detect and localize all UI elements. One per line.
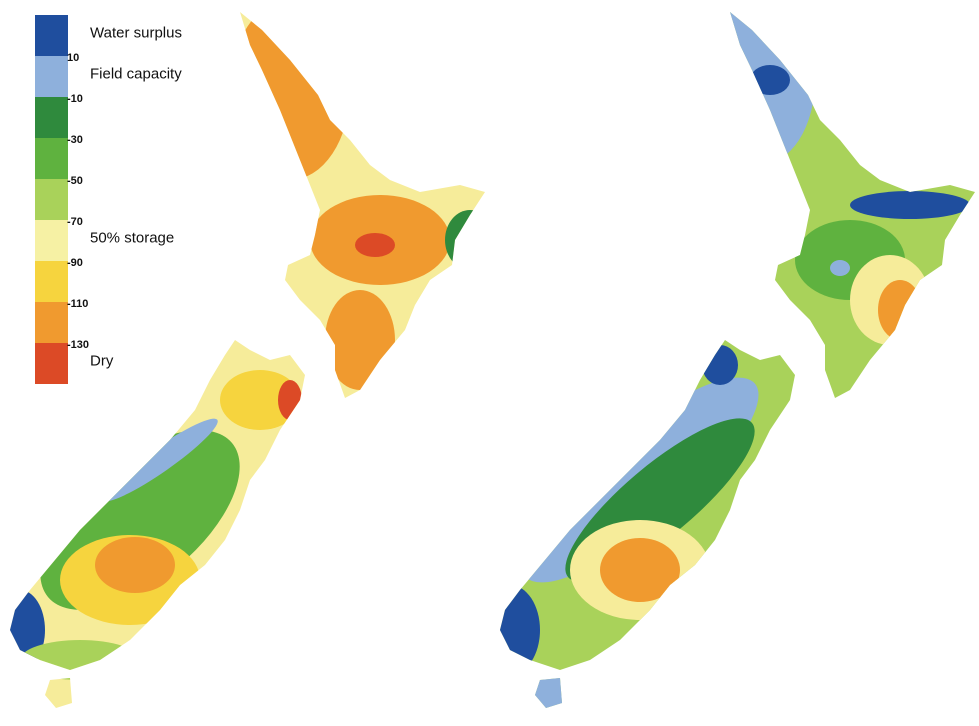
legend-tick: -50	[67, 175, 83, 187]
legend-label: 50% storage	[90, 229, 174, 246]
legend-label: Dry	[90, 352, 114, 369]
legend-tick: -30	[67, 134, 83, 146]
map-right	[500, 12, 975, 708]
legend-swatch	[35, 179, 68, 220]
legend-swatch	[35, 220, 68, 261]
legend-tick: -10	[67, 93, 83, 105]
legend-swatch	[35, 138, 68, 179]
map-left	[10, 12, 485, 708]
legend: 10 -10 -30 -50 -70 -90 -110 -130 Water surplus Fi…	[35, 15, 182, 384]
legend-swatch	[35, 56, 68, 97]
legend-tick: 10	[67, 52, 79, 64]
legend-label: Field capacity	[90, 65, 182, 82]
legend-swatch	[35, 97, 68, 138]
legend-swatch	[35, 302, 68, 343]
legend-tick: -70	[67, 216, 83, 228]
legend-swatch	[35, 343, 68, 384]
legend-tick: -90	[67, 257, 83, 269]
legend-swatch	[35, 261, 68, 302]
legend-label: Water surplus	[90, 24, 182, 41]
legend-tick: -130	[67, 339, 89, 351]
legend-tick: -110	[67, 298, 88, 310]
legend-swatch	[35, 15, 68, 56]
